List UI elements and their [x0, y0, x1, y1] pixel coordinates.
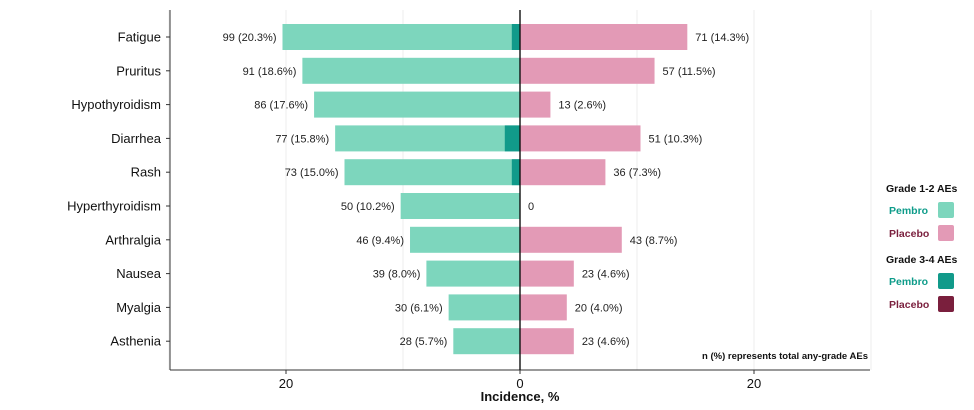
bar-pembro-grade12: [344, 159, 520, 186]
x-axis-title: Incidence, %: [481, 389, 560, 404]
legend-item-label: Placebo: [889, 228, 929, 240]
data-label-pembro: 30 (6.1%): [395, 302, 443, 314]
bar-pembro-grade34: [511, 159, 520, 186]
bar-placebo-grade12: [520, 24, 688, 50]
data-label-placebo: 20 (4.0%): [575, 302, 623, 314]
data-label-placebo: 51 (10.3%): [649, 133, 703, 145]
bar-placebo-grade12: [520, 328, 574, 355]
category-label: Myalgia: [116, 300, 162, 315]
data-label-placebo: 0: [528, 201, 534, 213]
category-label: Diarrhea: [111, 131, 162, 146]
data-label-placebo: 57 (11.5%): [663, 66, 716, 78]
bar-pembro-grade12: [426, 260, 520, 287]
data-label-pembro: 28 (5.7%): [400, 336, 448, 348]
data-label-placebo: 23 (4.6%): [582, 336, 630, 348]
data-label-placebo: 71 (14.3%): [695, 32, 749, 44]
data-label-pembro: 50 (10.2%): [341, 201, 395, 213]
legend-swatch: [938, 273, 954, 289]
bar-pembro-grade12: [302, 57, 520, 84]
category-label: Rash: [131, 165, 161, 180]
data-label-placebo: 43 (8.7%): [630, 235, 678, 247]
category-label: Pruritus: [116, 63, 161, 78]
legend-swatch: [938, 225, 954, 241]
bar-placebo-grade12: [520, 125, 641, 152]
category-label: Hypothyroidism: [71, 97, 161, 112]
data-label-placebo: 23 (4.6%): [582, 269, 630, 281]
axis-layer: 20 0 20: [166, 10, 870, 391]
bar-placebo-grade12: [520, 91, 551, 118]
legend-item-label: Pembro: [889, 276, 928, 288]
bar-placebo-grade12: [520, 260, 574, 287]
bar-placebo-grade12: [520, 294, 567, 321]
bar-pembro-grade12: [453, 328, 520, 355]
data-label-pembro: 73 (15.0%): [285, 167, 339, 179]
data-label-pembro: 91 (18.6%): [243, 66, 297, 78]
bar-pembro-grade12: [282, 24, 520, 50]
data-label-pembro: 39 (8.0%): [373, 269, 421, 281]
bar-pembro-grade34: [504, 125, 520, 152]
x-tick-label: 0: [516, 376, 523, 391]
data-label-placebo: 13 (2.6%): [558, 100, 606, 112]
legend-swatch: [938, 202, 954, 218]
category-label: Hyperthyroidism: [67, 199, 161, 214]
annotation-footnote: n (%) represents total any-grade AEs: [702, 351, 868, 362]
legend-swatch: [938, 296, 954, 312]
data-label-pembro: 99 (20.3%): [223, 32, 277, 44]
bar-pembro-grade34: [511, 24, 520, 50]
data-label-pembro: 77 (15.8%): [275, 133, 329, 145]
labels-layer: Fatigue 99 (20.3%) 71 (14.3%) Pruritus 91 (1…: [67, 30, 749, 349]
legend-group-title: Grade 3-4 AEs: [886, 254, 958, 266]
data-label-placebo: 36 (7.3%): [613, 167, 661, 179]
category-label: Arthralgia: [105, 232, 161, 247]
category-label: Nausea: [116, 266, 162, 281]
x-tick-label: 20: [279, 376, 293, 391]
x-tick-label: 20: [747, 376, 761, 391]
category-label: Fatigue: [118, 30, 161, 45]
bar-placebo-grade12: [520, 57, 655, 84]
bar-pembro-grade12: [314, 91, 520, 118]
bar-pembro-grade12: [410, 226, 520, 253]
data-label-pembro: 46 (9.4%): [356, 235, 404, 247]
legend-group-title: Grade 1-2 AEs: [886, 183, 958, 195]
legend-item-label: Pembro: [889, 205, 928, 217]
bars-layer: [282, 24, 688, 355]
bar-pembro-grade12: [448, 294, 520, 321]
data-label-pembro: 86 (17.6%): [254, 100, 308, 112]
legend: Grade 1-2 AEs Pembro Placebo Grade 3-4 AEs P…: [886, 183, 958, 312]
bar-pembro-grade12: [400, 193, 520, 219]
legend-item-label: Placebo: [889, 299, 929, 311]
bar-placebo-grade12: [520, 159, 606, 186]
bar-placebo-grade12: [520, 226, 622, 253]
category-label: Asthenia: [110, 334, 161, 349]
bar-pembro-grade12: [335, 125, 520, 152]
